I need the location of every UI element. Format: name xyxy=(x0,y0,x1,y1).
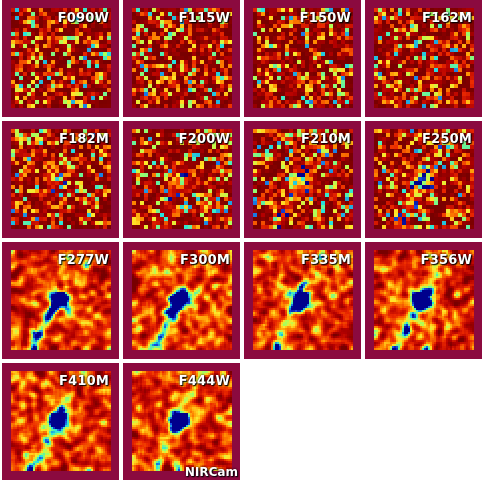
stamp-image xyxy=(132,129,232,229)
filter-stamp-f335m: F335M xyxy=(244,242,361,359)
filter-stamp-f182m: F182M xyxy=(2,121,119,238)
stamp-image xyxy=(132,8,232,108)
filter-stamp-f277w: F277W xyxy=(2,242,119,359)
filter-stamp-f150w: F150W xyxy=(244,0,361,117)
filter-label: F356W xyxy=(420,253,472,268)
filter-stamp-f090w: F090W xyxy=(2,0,119,117)
stamp-image xyxy=(374,129,474,229)
filter-stamp-f410m: F410M xyxy=(2,363,119,480)
stamp-image xyxy=(374,8,474,108)
stamp-image xyxy=(132,250,232,350)
filter-label: F250M xyxy=(422,132,472,147)
filter-label: F150W xyxy=(299,11,351,26)
filter-stamp-f115w: F115W xyxy=(123,0,240,117)
filter-stamp-f210m: F210M xyxy=(244,121,361,238)
filter-label: F277W xyxy=(57,253,109,268)
filter-stamp-f200w: F200W xyxy=(123,121,240,238)
filter-label: F115W xyxy=(178,11,230,26)
stamp-image xyxy=(132,371,232,471)
stamp-image xyxy=(11,129,111,229)
filter-label: F300M xyxy=(180,253,230,268)
filter-stamp-f356w: F356W xyxy=(365,242,482,359)
instrument-label: NIRCam xyxy=(184,465,238,479)
stamp-image xyxy=(374,250,474,350)
stamp-image xyxy=(253,250,353,350)
stamp-image xyxy=(253,8,353,108)
filter-label: F182M xyxy=(59,132,109,147)
filter-stamp-f250m: F250M xyxy=(365,121,482,238)
filter-label: F335M xyxy=(301,253,351,268)
stamp-image xyxy=(11,8,111,108)
filter-label: F090W xyxy=(57,11,109,26)
filter-stamp-f444w: F444W NIRCam xyxy=(123,363,240,480)
filter-stamp-f300m: F300M xyxy=(123,242,240,359)
filter-label: F410M xyxy=(59,374,109,389)
stamp-image xyxy=(11,371,111,471)
stamp-image xyxy=(11,250,111,350)
filter-stamp-f162m: F162M xyxy=(365,0,482,117)
filter-label: F162M xyxy=(422,11,472,26)
filter-label: F210M xyxy=(301,132,351,147)
filter-label: F200W xyxy=(178,132,230,147)
stamp-image xyxy=(253,129,353,229)
filter-label: F444W xyxy=(178,374,230,389)
